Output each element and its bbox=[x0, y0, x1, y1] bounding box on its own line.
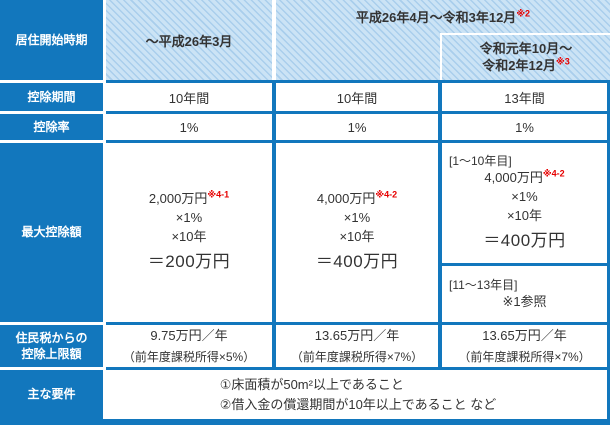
col-header-before-h26: ～平成26年3月 bbox=[106, 0, 272, 80]
resident-formula: （前年度課税所得×7%） bbox=[458, 349, 591, 364]
col-header-sub-r1-r2: 令和元年10月～ 令和2年12月※3 bbox=[440, 33, 610, 80]
resident-formula: （前年度課税所得×7%） bbox=[290, 349, 424, 364]
cell-max-col3-years1to10: [1～10年目] 4,000万円※4-2 ×1% ×10年 ＝400万円 bbox=[442, 143, 607, 263]
resident-value: 13.65万円／年 bbox=[314, 328, 400, 344]
note-ref-3: ※3 bbox=[555, 56, 570, 67]
hborder-5 bbox=[106, 367, 610, 370]
max-total: ＝200万円 bbox=[147, 251, 231, 271]
max-amount-line: 4,000万円※4-2 bbox=[317, 190, 397, 209]
cell-period-col2: 10年間 bbox=[276, 83, 438, 111]
cell-resident-col3: 13.65万円／年 （前年度課税所得×7%） bbox=[442, 325, 607, 367]
col-header-h26-r3: 平成26年4月～令和3年12月※2 令和元年10月～ 令和2年12月※3 bbox=[276, 0, 610, 80]
cell-requirements: ①床面積が50m²以上であること ②借入金の償還期間が10年以上であること など bbox=[106, 370, 610, 419]
requirement-2: ②借入金の償還期間が10年以上であること など bbox=[219, 396, 497, 412]
rate-value: 1% bbox=[179, 119, 199, 135]
max-rate: ×1% bbox=[175, 210, 203, 226]
row-header-label: 控除率 bbox=[33, 119, 70, 134]
requirement-1: ①床面積が50m²以上であること bbox=[219, 377, 404, 392]
cell-max-col2: 4,000万円※4-2 ×1% ×10年 ＝400万円 bbox=[276, 143, 438, 322]
row-header-label: 控除期間 bbox=[27, 89, 76, 104]
row-header-resident-tax: 住民税からの 控除上限額 bbox=[0, 325, 103, 367]
col-header-label: 平成26年4月～令和3年12月 bbox=[355, 10, 517, 25]
row-header-start-period: 居住開始時期 bbox=[0, 0, 103, 80]
vborder-1 bbox=[272, 80, 276, 370]
cell-rate-col1: 1% bbox=[106, 114, 272, 140]
row-header-label-line1: 住民税からの bbox=[15, 330, 88, 345]
resident-value: 13.65万円／年 bbox=[482, 328, 567, 344]
cell-rate-col3: 1% bbox=[442, 114, 607, 140]
hborder-1 bbox=[106, 80, 610, 83]
rate-value: 1% bbox=[347, 119, 367, 135]
cell-period-col3: 13年間 bbox=[442, 83, 607, 111]
col-header-sub-line2: 令和2年12月※3 bbox=[482, 56, 570, 75]
col-header-merged-label: 平成26年4月～令和3年12月※2 bbox=[276, 7, 610, 26]
max-total: ＝400万円 bbox=[483, 230, 566, 250]
max-years: ×10年 bbox=[506, 208, 543, 224]
hborder-2 bbox=[106, 111, 610, 114]
period-value: 13年間 bbox=[504, 90, 545, 106]
cell-resident-col2: 13.65万円／年 （前年度課税所得×7%） bbox=[276, 325, 438, 367]
max-amount: 4,000万円 bbox=[316, 191, 376, 207]
rate-value: 1% bbox=[515, 119, 534, 135]
cell-rate-col2: 1% bbox=[276, 114, 438, 140]
max-amount: 2,000万円 bbox=[148, 191, 208, 207]
col-header-sub-line1: 令和元年10月～ bbox=[479, 40, 573, 56]
cell-resident-col1: 9.75万円／年 （前年度課税所得×5%） bbox=[106, 325, 272, 367]
resident-value: 9.75万円／年 bbox=[150, 328, 228, 344]
note-ref-4-1: ※4-1 bbox=[207, 190, 230, 201]
row-header-label: 主な要件 bbox=[27, 387, 76, 402]
period-value: 10年間 bbox=[336, 90, 378, 106]
max-years: ×10年 bbox=[171, 229, 207, 245]
hborder-3 bbox=[106, 140, 610, 143]
max-amount: 4,000万円 bbox=[484, 170, 543, 186]
row-header-requirements: 主な要件 bbox=[0, 370, 103, 419]
table-bottom-bar bbox=[0, 419, 610, 425]
row-header-label: 最大控除額 bbox=[21, 225, 82, 240]
cell-max-col3-years11to13: [11～13年目] ※1参照 bbox=[442, 266, 607, 322]
max-rate: ×1% bbox=[511, 189, 538, 205]
resident-formula: （前年度課税所得×5%） bbox=[122, 349, 256, 364]
max-bracket-11-13: [11～13年目] bbox=[449, 278, 518, 293]
row-header-label-line2: 控除上限額 bbox=[21, 347, 82, 361]
requirements-list: ①床面積が50m²以上であること ②借入金の償還期間が10年以上であること など bbox=[220, 375, 497, 414]
max-rate: ×1% bbox=[343, 210, 371, 226]
vborder-2 bbox=[438, 80, 442, 370]
cell-max-col1: 2,000万円※4-1 ×1% ×10年 ＝200万円 bbox=[106, 143, 272, 322]
period-value: 10年間 bbox=[168, 90, 210, 106]
note-ref-2: ※2 bbox=[516, 8, 531, 19]
max-see-note-1: ※1参照 bbox=[502, 294, 547, 310]
cell-period-col1: 10年間 bbox=[106, 83, 272, 111]
row-header-label: 居住開始時期 bbox=[15, 32, 88, 47]
hborder-col3-sub bbox=[442, 263, 607, 266]
max-amount-line: 4,000万円※4-2 bbox=[484, 169, 564, 188]
row-header-deduction-period: 控除期間 bbox=[0, 83, 103, 111]
row-header-max-deduction: 最大控除額 bbox=[0, 143, 103, 322]
note-ref-4-2: ※4-2 bbox=[542, 169, 565, 180]
max-total: ＝400万円 bbox=[315, 251, 399, 271]
max-bracket-1-10: [1～10年目] bbox=[449, 154, 512, 169]
col-header-sub-line2-text: 令和2年12月 bbox=[482, 57, 556, 73]
max-years: ×10年 bbox=[339, 229, 375, 245]
row-header-deduction-rate: 控除率 bbox=[0, 114, 103, 140]
note-ref-4-2: ※4-2 bbox=[375, 190, 398, 201]
vborder-right bbox=[607, 80, 610, 425]
col-header-label: ～平成26年3月 bbox=[145, 33, 233, 49]
max-amount-line: 2,000万円※4-1 bbox=[149, 190, 229, 209]
hborder-4 bbox=[106, 322, 610, 325]
